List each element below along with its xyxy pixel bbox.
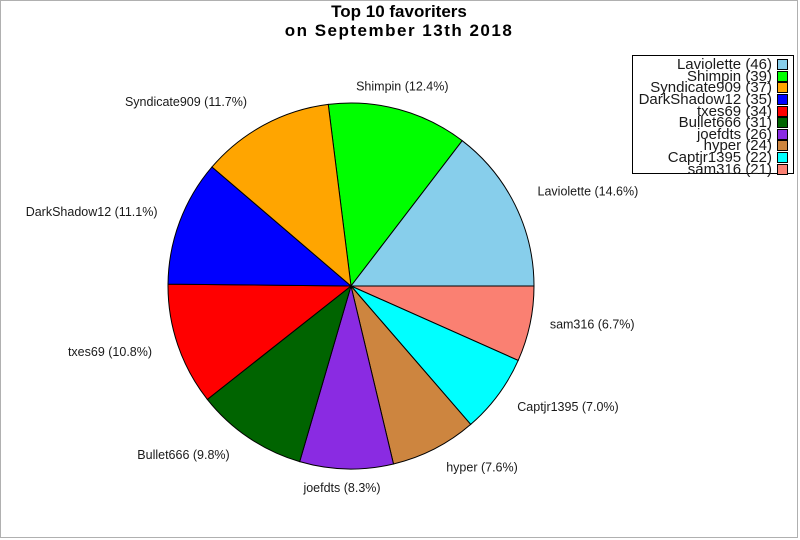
svg-text:txes69 (10.8%): txes69 (10.8%) [68, 345, 152, 359]
svg-text:Captjr1395 (7.0%): Captjr1395 (7.0%) [517, 400, 618, 414]
svg-text:Shimpin (12.4%): Shimpin (12.4%) [356, 79, 448, 93]
svg-text:Bullet666 (9.8%): Bullet666 (9.8%) [137, 448, 229, 462]
svg-text:Syndicate909 (11.7%): Syndicate909 (11.7%) [125, 95, 247, 109]
svg-text:Laviolette (14.6%): Laviolette (14.6%) [538, 184, 639, 198]
svg-text:hyper (7.6%): hyper (7.6%) [446, 460, 518, 474]
svg-text:sam316 (6.7%): sam316 (6.7%) [550, 318, 635, 332]
svg-text:DarkShadow12 (11.1%): DarkShadow12 (11.1%) [26, 205, 158, 219]
svg-text:joefdts (8.3%): joefdts (8.3%) [302, 481, 380, 495]
